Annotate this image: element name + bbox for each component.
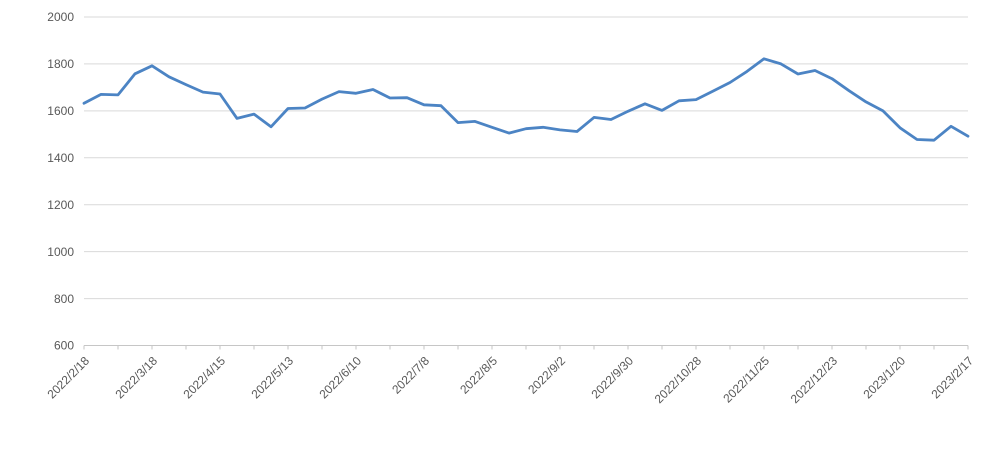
x-axis-tick-label: 2022/12/23	[788, 353, 841, 406]
y-axis-tick-label: 600	[54, 339, 74, 353]
x-axis-tick-label: 2023/1/20	[860, 353, 908, 401]
x-axis-tick-label: 2022/3/18	[112, 353, 160, 401]
data-series-line	[82, 57, 970, 142]
x-axis-tick-label: 2022/9/30	[588, 353, 636, 401]
y-axis-tick-label: 2000	[47, 10, 74, 24]
y-axis-tick-label: 1600	[47, 104, 74, 118]
y-axis-tick-label: 1200	[47, 198, 74, 212]
y-axis-tick-label: 800	[54, 292, 74, 306]
x-axis-tick-label: 2022/8/5	[457, 353, 500, 396]
x-axis-tick-label: 2022/4/15	[180, 353, 228, 401]
x-axis-tick-label: 2022/10/28	[652, 353, 705, 406]
y-axis-tick-label: 1000	[47, 245, 74, 259]
x-axis-tick-label: 2022/6/10	[316, 353, 364, 401]
x-axis-tick-label: 2022/9/2	[525, 353, 568, 396]
x-axis-tick-label: 2022/5/13	[248, 353, 296, 401]
y-axis-tick-label: 1800	[47, 57, 74, 71]
x-axis-tick-label: 2022/11/25	[720, 353, 772, 405]
x-axis-tick-label: 2022/7/8	[389, 353, 432, 396]
y-axis-tick-label: 1400	[47, 151, 74, 165]
x-axis-tick-label: 2022/2/18	[44, 353, 92, 401]
x-axis-tick-label: 2023/2/17	[928, 353, 976, 401]
